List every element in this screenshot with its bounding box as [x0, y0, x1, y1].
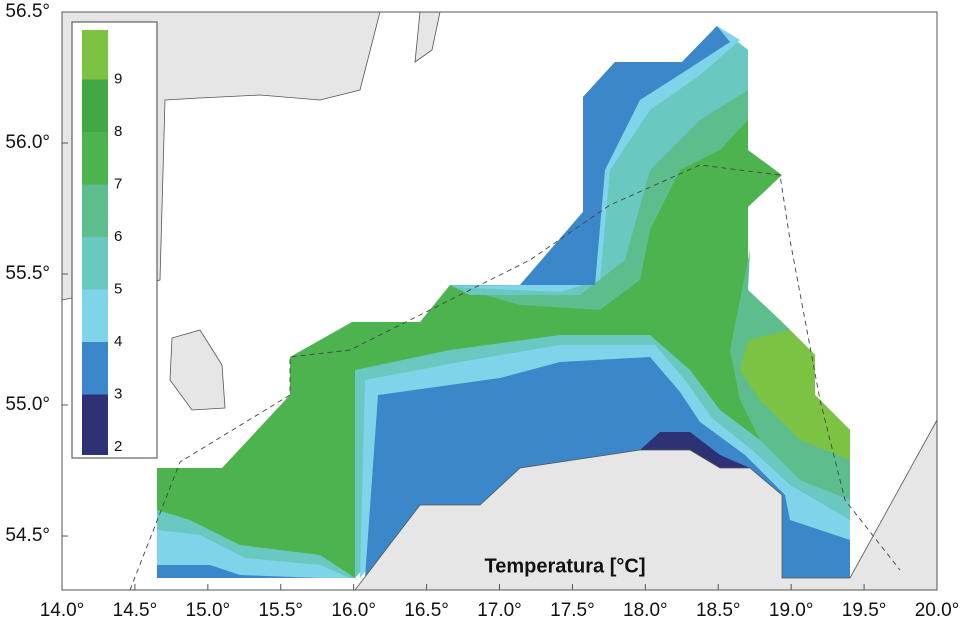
x-tick-label: 16.0° — [331, 600, 376, 621]
legend: 2 3 4 5 6 7 8 9 — [71, 21, 158, 459]
temperature-zone — [740, 330, 850, 460]
temperature-zone — [520, 26, 730, 285]
legend-label: 4 — [114, 333, 122, 350]
x-tick-label: 14.0° — [40, 600, 85, 621]
x-tick-label: 18.0° — [623, 600, 668, 621]
legend-swatch — [82, 184, 108, 237]
legend-label: 3 — [114, 385, 122, 402]
x-tick-label: 15.5° — [258, 600, 303, 621]
legend-swatch — [82, 342, 108, 395]
x-tick-label: 17.0° — [477, 600, 522, 621]
contour-map — [157, 26, 850, 578]
x-tick-label: 17.5° — [550, 600, 595, 621]
y-tick-label: 55.0° — [5, 394, 50, 415]
y-tick-label: 54.5° — [5, 525, 50, 546]
temperature-zone — [365, 357, 850, 578]
legend-label: 8 — [114, 123, 122, 140]
y-tick-label: 56.5° — [5, 1, 50, 22]
temperature-zone — [640, 432, 750, 468]
legend-label: 6 — [114, 228, 122, 245]
legend-swatch — [82, 237, 108, 290]
legend-swatch — [82, 79, 108, 132]
legend-label: 7 — [114, 175, 122, 192]
y-tick-label: 55.5° — [5, 263, 50, 284]
legend-swatch — [82, 30, 108, 80]
legend-swatch — [82, 132, 108, 185]
x-tick-label: 16.5° — [404, 600, 449, 621]
x-tick-label: 19.0° — [769, 600, 814, 621]
x-tick-label: 18.5° — [696, 600, 741, 621]
land-mass — [414, 11, 441, 63]
x-tick-label: 20.0° — [915, 600, 960, 621]
legend-label: 9 — [114, 70, 122, 87]
land-mass — [354, 419, 938, 591]
legend-swatch — [82, 289, 108, 342]
legend-label: 2 — [114, 438, 122, 455]
x-tick-label: 19.5° — [842, 600, 887, 621]
x-tick-label: 14.5° — [113, 600, 158, 621]
land-mass — [169, 329, 226, 411]
temperature-zone — [157, 565, 320, 578]
eez-boundary — [129, 164, 901, 591]
legend-swatch — [82, 394, 108, 455]
x-tick-label: 15.0° — [186, 600, 231, 621]
legend-label: 5 — [114, 280, 122, 297]
y-tick-label: 56.0° — [5, 132, 50, 153]
map-title: Temperatura [°C] — [485, 555, 646, 577]
